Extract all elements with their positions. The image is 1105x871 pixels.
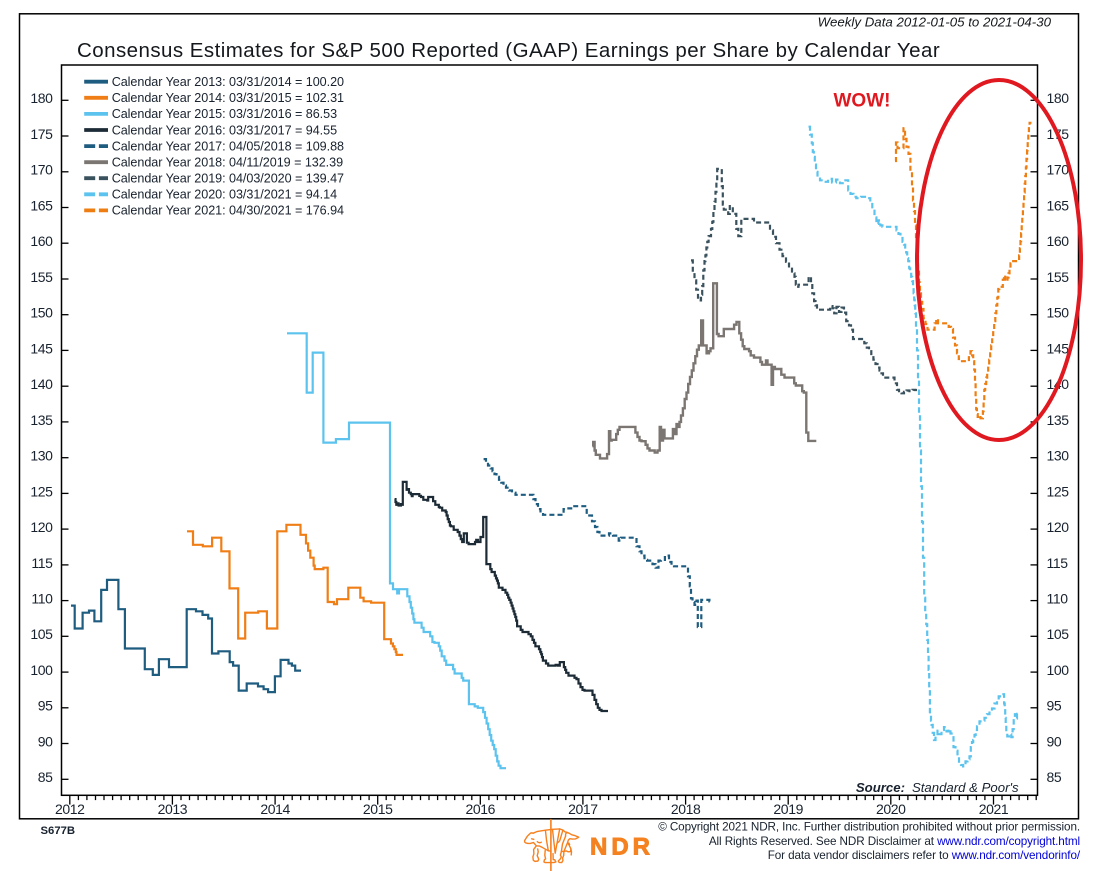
svg-text:110: 110 [31, 591, 53, 607]
svg-text:110: 110 [1047, 591, 1069, 607]
svg-text:95: 95 [38, 698, 53, 714]
svg-text:120: 120 [1047, 519, 1070, 535]
svg-text:All Rights Reserved. See NDR D: All Rights Reserved. See NDR Disclaimer … [709, 835, 1080, 848]
svg-text:2015: 2015 [363, 801, 393, 817]
svg-text:2021: 2021 [979, 801, 1009, 817]
svg-text:Source:Standard & Poor's: Source: Standard & Poor's [856, 780, 1019, 795]
svg-text:NDR: NDR [590, 834, 654, 861]
svg-text:85: 85 [1047, 769, 1062, 785]
svg-text:150: 150 [1047, 305, 1070, 321]
svg-text:130: 130 [30, 448, 53, 464]
svg-text:2017: 2017 [568, 801, 598, 817]
svg-text:Calendar Year 2013: 03/31/201: Calendar Year 2013: 03/31/2014 = 100.20 [112, 75, 344, 89]
svg-text:95: 95 [1047, 698, 1062, 714]
svg-text:130: 130 [1047, 448, 1070, 464]
svg-text:170: 170 [1047, 162, 1070, 178]
svg-text:160: 160 [1047, 233, 1070, 249]
svg-text:155: 155 [1047, 269, 1070, 285]
svg-text:2013: 2013 [158, 801, 188, 817]
svg-text:For data vendor disclaimers re: For data vendor disclaimers refer to www… [768, 849, 1081, 862]
svg-text:140: 140 [30, 376, 53, 392]
svg-text:155: 155 [30, 269, 53, 285]
svg-text:WOW!: WOW! [834, 91, 891, 112]
svg-text:175: 175 [30, 126, 53, 142]
svg-text:2019: 2019 [773, 801, 803, 817]
svg-text:115: 115 [31, 555, 53, 571]
svg-text:S677B: S677B [41, 825, 76, 837]
svg-text:115: 115 [1047, 555, 1069, 571]
svg-text:2012: 2012 [55, 801, 85, 817]
svg-text:180: 180 [30, 90, 53, 106]
svg-text:2018: 2018 [671, 801, 701, 817]
svg-text:Calendar Year 2014: 03/31/201: Calendar Year 2014: 03/31/2015 = 102.31 [112, 91, 344, 105]
svg-text:165: 165 [1047, 197, 1070, 213]
svg-text:90: 90 [1047, 733, 1062, 749]
svg-text:Weekly Data 2012-01-05 to 2021: Weekly Data 2012-01-05 to 2021-04-30 [818, 15, 1052, 30]
svg-text:150: 150 [30, 305, 53, 321]
svg-text:90: 90 [38, 733, 53, 749]
svg-text:135: 135 [1047, 412, 1070, 428]
svg-text:105: 105 [30, 626, 53, 642]
svg-text:Calendar Year 2016: 03/31/201: Calendar Year 2016: 03/31/2017 = 94.55 [112, 123, 337, 137]
svg-text:105: 105 [1047, 626, 1070, 642]
svg-text:145: 145 [30, 340, 53, 356]
svg-text:Calendar Year 2015: 03/31/201: Calendar Year 2015: 03/31/2016 = 86.53 [112, 107, 337, 121]
svg-text:Calendar Year 2018: 04/11/201: Calendar Year 2018: 04/11/2019 = 132.39 [112, 156, 343, 170]
svg-text:100: 100 [1047, 662, 1070, 678]
svg-text:100: 100 [30, 662, 53, 678]
svg-text:Calendar Year 2019: 04/03/202: Calendar Year 2019: 04/03/2020 = 139.47 [112, 172, 344, 186]
svg-text:165: 165 [30, 197, 53, 213]
svg-text:Consensus Estimates for S&P 50: Consensus Estimates for S&P 500 Reported… [77, 39, 940, 62]
svg-text:Calendar Year 2020: 03/31/202: Calendar Year 2020: 03/31/2021 = 94.14 [112, 188, 337, 202]
svg-text:2016: 2016 [466, 801, 496, 817]
svg-text:2020: 2020 [876, 801, 906, 817]
svg-text:145: 145 [1047, 340, 1070, 356]
svg-text:85: 85 [38, 769, 53, 785]
svg-text:170: 170 [30, 162, 53, 178]
svg-text:180: 180 [1047, 90, 1070, 106]
svg-text:© Copyright 2021 NDR, Inc. Fur: © Copyright 2021 NDR, Inc. Further distr… [658, 821, 1080, 834]
svg-text:Calendar Year 2021: 04/30/202: Calendar Year 2021: 04/30/2021 = 176.94 [112, 204, 344, 218]
svg-text:Calendar Year 2017: 04/05/201: Calendar Year 2017: 04/05/2018 = 109.88 [112, 139, 344, 153]
svg-text:2014: 2014 [260, 801, 290, 817]
svg-text:125: 125 [30, 483, 53, 499]
svg-text:125: 125 [1047, 483, 1070, 499]
svg-text:160: 160 [30, 233, 53, 249]
svg-text:135: 135 [30, 412, 53, 428]
svg-text:120: 120 [30, 519, 53, 535]
